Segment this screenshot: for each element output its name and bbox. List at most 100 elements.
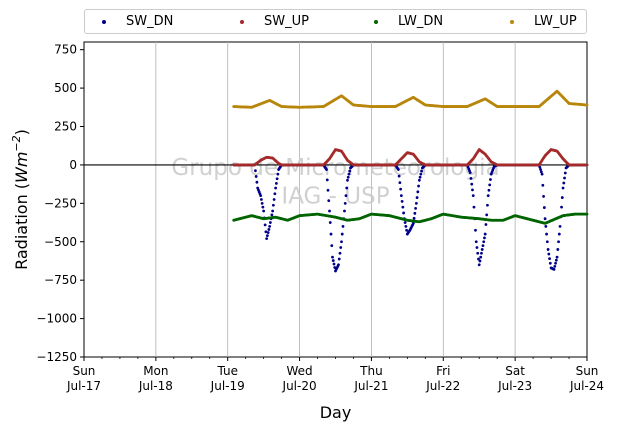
- data-point: [333, 266, 337, 269]
- legend-marker-lw-dn: [374, 19, 378, 24]
- data-point: [558, 224, 562, 228]
- data-point: [344, 194, 348, 198]
- data-point: [470, 182, 474, 186]
- data-point: [346, 175, 350, 179]
- data-point: [548, 261, 552, 265]
- series-lw-up: [232, 89, 589, 109]
- data-point: [553, 264, 557, 268]
- data-point: [337, 257, 341, 261]
- data-point: [481, 244, 485, 248]
- x-tick-label-date: Jul-19: [210, 379, 245, 393]
- y-tick-label: −750: [44, 273, 77, 287]
- data-point: [255, 180, 259, 184]
- legend-marker-lw-up: [510, 19, 514, 24]
- data-point: [489, 178, 492, 181]
- legend-entry-sw-dn[interactable]: SW_DN: [102, 10, 173, 33]
- legend-entry-lw-dn[interactable]: LW_DN: [374, 10, 443, 33]
- data-point: [483, 232, 487, 236]
- data-point: [267, 228, 271, 231]
- data-point: [474, 240, 478, 244]
- y-tick-label: −1250: [36, 350, 77, 364]
- data-point: [471, 194, 475, 198]
- data-point: [273, 192, 277, 196]
- data-point: [330, 244, 334, 248]
- data-point: [348, 169, 352, 173]
- data-point: [414, 206, 417, 210]
- data-point: [476, 251, 480, 255]
- legend-marker-sw-dn: [102, 19, 106, 24]
- data-point: [327, 199, 331, 203]
- data-point: [420, 169, 423, 173]
- x-tick-label-weekday: Thu: [359, 364, 383, 378]
- data-point: [560, 205, 563, 209]
- data-point: [560, 196, 564, 199]
- data-point: [484, 223, 488, 226]
- data-point: [265, 234, 269, 238]
- data-point: [411, 221, 415, 225]
- data-point: [268, 221, 272, 224]
- data-point: [585, 212, 589, 216]
- data-point: [399, 187, 403, 191]
- data-point: [417, 178, 421, 182]
- data-point: [262, 209, 266, 213]
- data-point: [538, 165, 542, 169]
- watermark-line-2: IAG - USP: [281, 183, 389, 209]
- data-point: [274, 181, 278, 185]
- data-point: [338, 251, 342, 255]
- data-point: [260, 198, 263, 201]
- data-point: [486, 194, 490, 198]
- legend-entry-sw-up[interactable]: SW_UP: [240, 10, 309, 33]
- y-axis-label-text: Radiation (: [12, 183, 31, 270]
- data-point: [555, 255, 559, 259]
- series-lw-dn: [232, 212, 589, 225]
- data-point: [471, 188, 474, 192]
- data-point: [561, 186, 565, 190]
- x-tick-label-date: Jul-24: [569, 379, 604, 393]
- legend-entry-lw-up[interactable]: LW_UP: [510, 10, 577, 33]
- x-tick-label-date: Jul-18: [138, 379, 173, 393]
- data-point: [398, 181, 402, 185]
- grid-layer: [155, 42, 516, 357]
- data-point: [261, 205, 265, 209]
- data-point: [263, 223, 267, 227]
- data-point: [542, 195, 545, 198]
- data-point: [271, 209, 275, 213]
- data-point: [585, 103, 589, 107]
- y-axis-label-exponent: −2: [10, 135, 23, 151]
- data-point: [414, 201, 418, 205]
- data-point: [480, 248, 484, 251]
- data-point: [563, 171, 567, 175]
- y-axis-label: Radiation (Wm−2): [10, 129, 31, 270]
- data-point: [474, 228, 477, 232]
- x-tick-label-weekday: Wed: [286, 364, 312, 378]
- data-point: [402, 211, 406, 215]
- data-point: [487, 188, 491, 192]
- data-point: [483, 236, 486, 240]
- data-point: [546, 248, 550, 251]
- data-point: [343, 201, 347, 205]
- data-point: [264, 230, 268, 234]
- data-point: [260, 201, 264, 205]
- data-point: [347, 172, 351, 176]
- x-tick-label-weekday: Fri: [436, 364, 450, 378]
- data-point: [540, 172, 544, 176]
- data-point: [544, 224, 548, 228]
- data-point: [396, 168, 400, 171]
- data-point: [486, 203, 489, 207]
- data-point: [326, 188, 330, 192]
- data-point: [403, 221, 407, 224]
- data-point: [585, 163, 589, 167]
- data-point: [480, 251, 483, 255]
- data-point: [539, 170, 543, 174]
- y-tick-label: −250: [44, 196, 77, 210]
- data-point: [415, 196, 419, 199]
- data-point: [276, 172, 280, 176]
- series-sw-up: [232, 148, 589, 167]
- data-point: [259, 194, 263, 198]
- x-axis: SunJul-17MonJul-18TueJul-19WedJul-20ThuJ…: [66, 357, 604, 393]
- legend-marker-sw-up: [240, 19, 244, 24]
- y-axis-label-unit: Wm: [12, 152, 31, 183]
- data-point: [557, 240, 560, 244]
